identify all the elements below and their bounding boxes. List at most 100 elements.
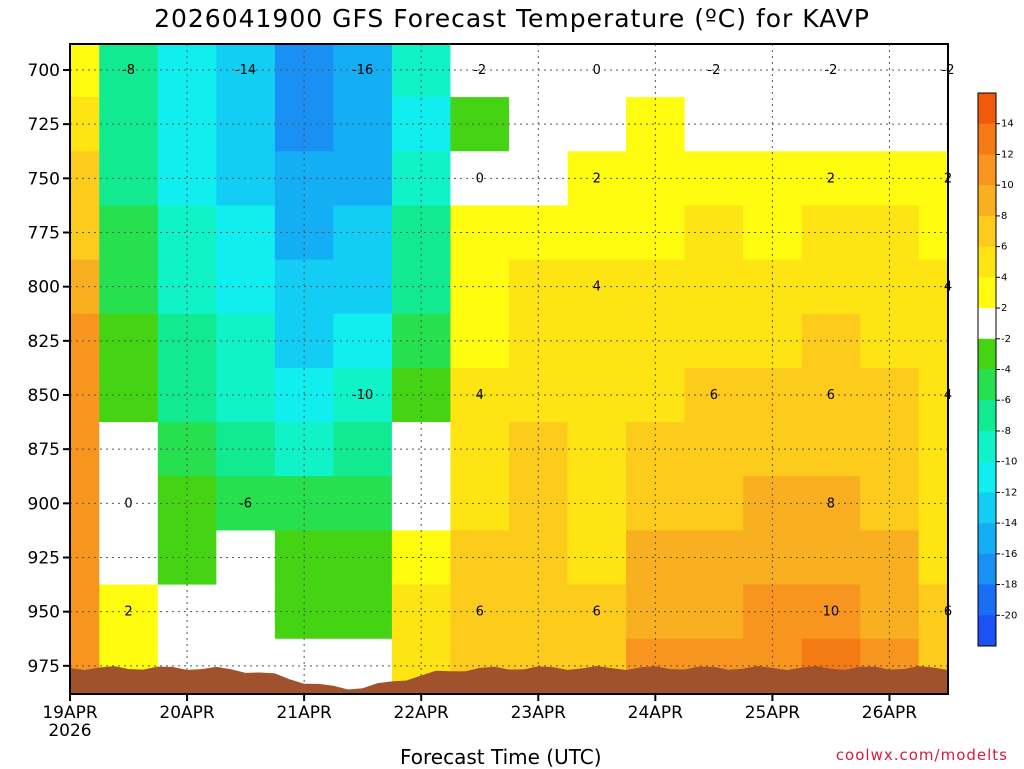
colorbar-swatch [978,123,996,155]
temperature-cell [684,476,744,531]
colorbar-swatch [978,277,996,309]
colorbar-swatch [978,461,996,493]
x-tick-label: 22APR [394,703,450,723]
colorbar-swatch [978,400,996,432]
temperature-cell [860,97,920,152]
colorbar-swatch [978,584,996,616]
colorbar-label: -10 [1001,457,1017,468]
temperature-cell [684,44,744,98]
colorbar-swatch [978,308,996,340]
x-tick-sublabel: 2026 [48,721,91,741]
temperature-cell [860,205,920,261]
temperature-cell [860,476,920,531]
colorbar-label: -14 [1001,518,1017,529]
isotherm-label: 2 [827,171,835,186]
x-tick-label: 20APR [159,703,215,723]
temperature-cell [684,205,744,261]
chart-title: 2026041900 GFS Forecast Temperature (ºC)… [154,4,870,33]
temperature-cell [684,97,744,152]
isotherm-label: 6 [593,605,601,620]
grid-lines [69,44,948,694]
temperature-cell [860,151,920,206]
colorbar-label: -16 [1001,549,1017,560]
y-tick-label: 975 [28,657,60,677]
x-tick-label: 24APR [628,703,684,723]
temperature-cell [684,151,744,206]
x-tick-label: 25APR [745,703,801,723]
colorbar-swatch [978,553,996,586]
temperature-cell [157,44,217,98]
y-tick-label: 825 [28,332,60,352]
ground-terrain [70,666,948,694]
temperature-cell [860,584,920,640]
colorbar-swatch [978,338,996,370]
y-tick-label: 925 [28,549,60,569]
colorbar-swatch [978,369,996,401]
ground-terrain-shape [70,666,948,694]
colorbar-label: 6 [1001,242,1007,253]
colorbar-label: -4 [1001,365,1011,376]
x-tick-label: 21APR [276,703,332,723]
colorbar-label: -8 [1001,426,1011,437]
temperature-cell [684,422,744,477]
temperature-cell [70,44,100,98]
isotherm-label: 10 [823,605,840,620]
credit-link[interactable]: coolwx.com/modelts [835,746,1008,764]
temperature-cell [684,584,744,640]
temperature-cell [801,44,861,98]
x-axis-label: Forecast Time (UTC) [400,745,602,769]
plot-frame [69,43,949,695]
y-axis: 700 725 750 775 800 825 850 875 900 925 950 975 [28,61,70,677]
x-tick-label: 23APR [511,703,567,723]
y-tick-label: 700 [28,61,60,81]
temperature-cell [860,367,920,423]
colorbar-label: 12 [1001,149,1014,160]
temperature-cell [684,530,744,586]
isotherm-label: 6 [827,388,835,403]
temperature-cell [684,259,744,315]
isotherm-label: 2 [124,605,132,620]
colorbar-swatch [978,93,996,125]
colorbar-label: 10 [1001,180,1014,191]
y-tick-label: 750 [28,169,60,189]
temperature-cell [918,44,949,98]
temperature-cell [860,259,920,315]
x-tick-label: 19APR [42,703,98,723]
temperature-cell [99,44,159,98]
temperature-cell [567,44,627,98]
temperature-cell [684,313,744,369]
colorbar-swatch [978,523,996,555]
temperature-cell [860,44,920,98]
isotherm-label: -10 [352,388,373,403]
temperature-cell [860,313,920,369]
temperature-field [70,44,949,695]
colorbar-label: 2 [1001,303,1007,314]
y-tick-label: 775 [28,224,60,244]
isotherm-label: -8 [122,63,135,78]
isotherm-label: 0 [124,496,132,511]
y-tick-label: 900 [28,494,60,514]
colorbar-label: -20 [1001,610,1017,621]
y-tick-label: 850 [28,386,60,406]
colorbar-swatch [978,154,996,186]
colorbar-label: 14 [1001,119,1014,130]
temperature-cell [216,44,276,98]
isotherm-label: -16 [352,63,373,78]
temperature-cell [509,44,569,98]
temperature-cell [391,44,451,98]
temperature-cell [274,44,334,98]
isotherm-label: -2 [824,63,837,78]
colorbar-swatch [978,430,996,463]
colorbar-swatch [978,492,996,524]
temperature-cell [860,422,920,477]
temperature-cell [626,44,686,98]
colorbar-swatch [978,246,996,278]
colorbar-label: -6 [1001,395,1011,406]
temperature-cell [450,44,510,98]
colorbar-label: 4 [1001,272,1007,283]
x-tick-label: 26APR [862,703,918,723]
colorbar-label: 8 [1001,211,1007,222]
isotherm-label: 2 [593,171,601,186]
colorbar-swatch [978,185,996,217]
